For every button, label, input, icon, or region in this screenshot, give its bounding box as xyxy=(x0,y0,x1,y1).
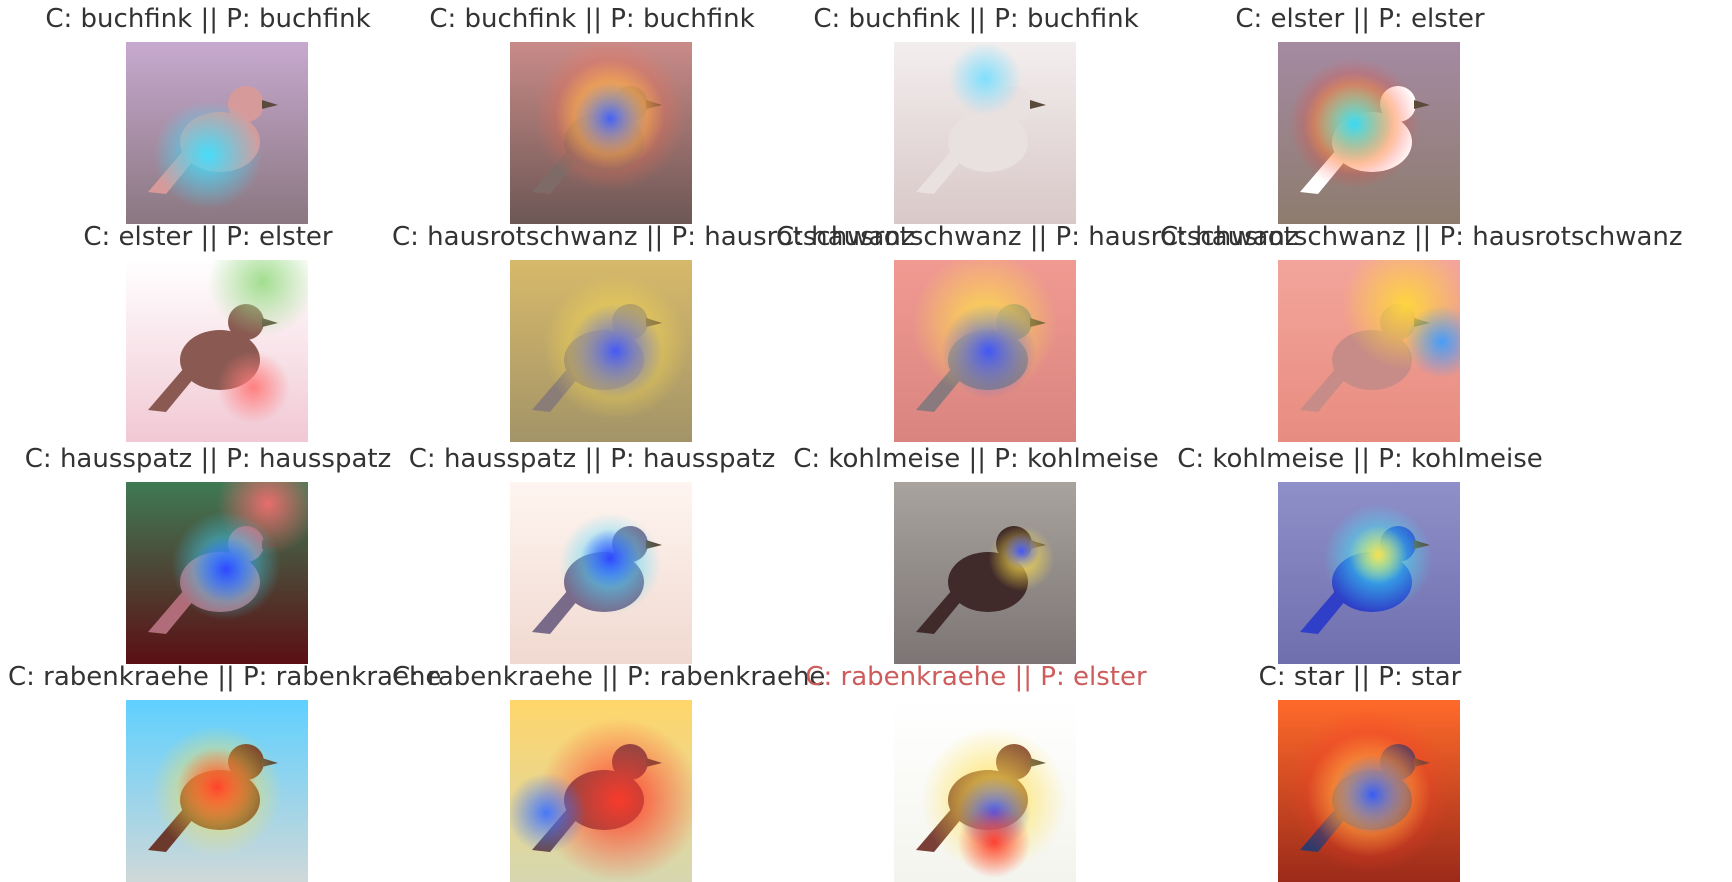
gradcam-heatmap-image xyxy=(126,42,308,224)
prediction-panel: C: rabenkraehe || P: rabenkraehe xyxy=(392,658,826,882)
prediction-panel: C: elster || P: elster xyxy=(1160,0,1560,224)
bird-body xyxy=(948,112,1028,172)
prediction-panel: C: buchfink || P: buchfink xyxy=(392,0,792,224)
prediction-panel: C: kohlmeise || P: kohlmeise xyxy=(1160,440,1560,664)
gradcam-heatmap-image xyxy=(1278,700,1460,882)
heatmap-blob xyxy=(581,529,640,588)
gradcam-heatmap-image xyxy=(1278,260,1460,442)
gradcam-heatmap-image xyxy=(510,42,692,224)
panel-caption: C: rabenkraehe || P: rabenkraehe xyxy=(392,662,826,692)
bird-beak xyxy=(1414,100,1430,109)
bird-tail xyxy=(532,590,578,634)
heatmap-blob xyxy=(153,100,263,210)
panel-caption: C: elster || P: elster xyxy=(83,222,333,252)
panel-caption: C: rabenkraehe || P: elster xyxy=(805,662,1147,692)
panel-caption: C: hausrotschwanz || P: hausrotschwanz xyxy=(392,222,915,252)
heatmap-blob xyxy=(217,351,290,424)
bird-tail xyxy=(148,368,194,412)
panel-caption: C: buchfink || P: buchfink xyxy=(813,4,1139,34)
prediction-panel: C: hausrotschwanz || P: hausrotschwanz xyxy=(392,218,915,442)
heatmap-blob xyxy=(941,303,1036,399)
panel-caption: C: hausspatz || P: hausspatz xyxy=(408,444,776,474)
prediction-panel: C: elster || P: elster xyxy=(8,218,408,442)
gradcam-heatmap-image xyxy=(1278,482,1460,664)
panel-caption: C: rabenkraehe || P: rabenkraehe xyxy=(8,662,442,692)
prediction-panel: C: buchfink || P: buchfink xyxy=(8,0,408,224)
panel-caption: C: kohlmeise || P: kohlmeise xyxy=(1177,444,1543,474)
heatmap-blob xyxy=(177,747,257,828)
panel-caption: C: buchfink || P: buchfink xyxy=(429,4,755,34)
panel-caption: C: buchfink || P: buchfink xyxy=(45,4,371,34)
bird-tail xyxy=(1300,590,1346,634)
heatmap-blob xyxy=(957,805,1031,879)
prediction-panel: C: hausrotschwanz || P: hausrotschwanz xyxy=(776,218,1299,442)
gradcam-heatmap-image xyxy=(894,260,1076,442)
bird-beak xyxy=(1030,100,1046,109)
bird-tail xyxy=(148,590,194,634)
heatmap-blob xyxy=(568,303,663,399)
gradcam-heatmap-image xyxy=(510,260,692,442)
bird-tail xyxy=(916,150,962,194)
prediction-panel: C: star || P: star xyxy=(1160,658,1560,882)
bird-tail xyxy=(916,590,962,634)
heatmap-blob xyxy=(193,536,259,603)
heatmap-blob xyxy=(1405,305,1460,379)
heatmap-blob xyxy=(573,82,647,155)
heatmap-blob xyxy=(948,42,1022,115)
gradcam-heatmap-image xyxy=(1278,42,1460,224)
panel-caption: C: elster || P: elster xyxy=(1235,4,1485,34)
gradcam-heatmap-image xyxy=(126,260,308,442)
gradcam-heatmap-image xyxy=(894,700,1076,882)
heatmap-blob xyxy=(1332,754,1413,835)
bird-tail xyxy=(1300,368,1346,412)
panel-caption: C: kohlmeise || P: kohlmeise xyxy=(793,444,1159,474)
gradcam-heatmap-image xyxy=(894,482,1076,664)
bird-beak xyxy=(262,100,278,109)
prediction-panel: C: hausspatz || P: hausspatz xyxy=(392,440,792,664)
gradcam-heatmap-image xyxy=(126,482,308,664)
gradcam-heatmap-image xyxy=(510,482,692,664)
heatmap-blob xyxy=(207,260,308,337)
heatmap-blob xyxy=(1349,525,1408,584)
prediction-panel: C: kohlmeise || P: kohlmeise xyxy=(776,440,1176,664)
heatmap-blob xyxy=(510,772,587,853)
heatmap-blob xyxy=(1314,83,1395,164)
panel-caption: C: hausrotschwanz || P: hausrotschwanz xyxy=(776,222,1299,252)
panel-caption: C: hausrotschwanz || P: hausrotschwanz xyxy=(1160,222,1683,252)
panel-caption: C: hausspatz || P: hausspatz xyxy=(24,444,392,474)
gradcam-heatmap-image xyxy=(894,42,1076,224)
gradcam-heatmap-image xyxy=(510,700,692,882)
prediction-panel: C: hausrotschwanz || P: hausrotschwanz xyxy=(1160,218,1683,442)
panel-caption: C: star || P: star xyxy=(1258,662,1462,692)
prediction-panel: C: hausspatz || P: hausspatz xyxy=(8,440,408,664)
prediction-panel: C: rabenkraehe || P: elster xyxy=(776,658,1176,882)
heatmap-blob xyxy=(1003,533,1040,570)
gradcam-heatmap-image xyxy=(126,700,308,882)
prediction-panel: C: rabenkraehe || P: rabenkraehe xyxy=(8,658,442,882)
prediction-panel: C: buchfink || P: buchfink xyxy=(776,0,1176,224)
heatmap-blob xyxy=(537,718,692,882)
